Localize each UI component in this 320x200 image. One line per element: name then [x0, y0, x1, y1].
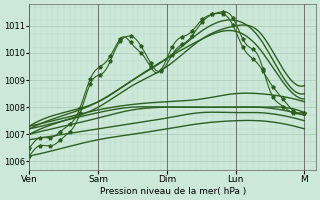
X-axis label: Pression niveau de la mer( hPa ): Pression niveau de la mer( hPa )	[100, 187, 246, 196]
